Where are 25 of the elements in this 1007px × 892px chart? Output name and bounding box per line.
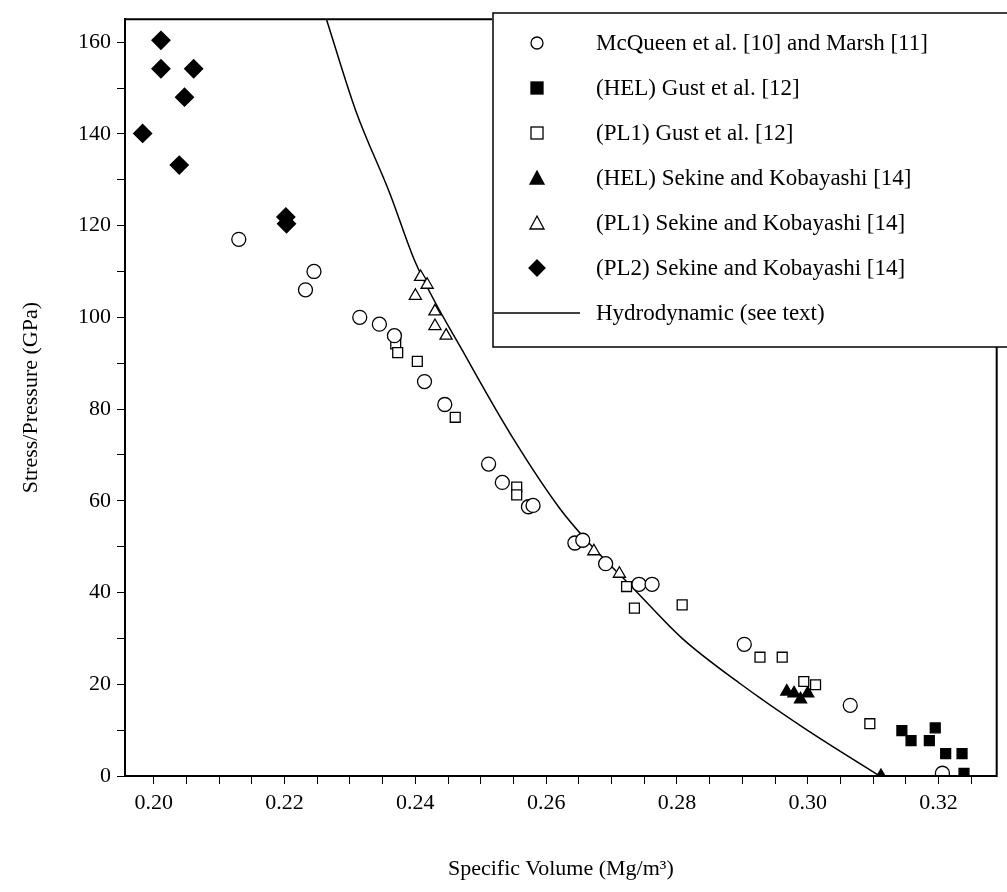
y-tick-label: 140 <box>78 119 111 145</box>
x-tick-label: 0.28 <box>657 788 697 814</box>
y-tick-label: 40 <box>89 578 111 604</box>
y-tick-label: 0 <box>100 761 111 787</box>
legend-label: (HEL) Gust et al. [12] <box>596 74 800 101</box>
x-tick-label: 0.32 <box>919 788 958 814</box>
x-tick-label: 0.30 <box>788 788 827 814</box>
legend-label: (PL1) Sekine and Kobayashi [14] <box>596 209 906 236</box>
y-tick-label: 100 <box>78 303 111 329</box>
y-tick-label: 60 <box>89 486 111 512</box>
y-tick-label: 120 <box>78 211 111 237</box>
legend-label: McQueen et al. [10] and Marsh [11] <box>596 29 928 56</box>
legend-label: (HEL) Sekine and Kobayashi [14] <box>596 164 912 191</box>
y-tick-label: 160 <box>78 27 111 53</box>
x-tick-label: 0.20 <box>134 788 174 814</box>
legend-label: (PL2) Sekine and Kobayashi [14] <box>596 254 906 281</box>
x-tick-label: 0.26 <box>526 788 566 814</box>
y-tick-label: 80 <box>89 394 111 420</box>
legend-label: (PL1) Gust et al. [12] <box>596 119 794 146</box>
legend-label: Hydrodynamic (see text) <box>596 299 825 326</box>
x-axis-title: Specific Volume (Mg/m³) <box>447 854 674 880</box>
y-axis-title: Stress/Pressure (GPa) <box>16 301 42 494</box>
y-tick-label: 20 <box>89 670 111 696</box>
x-tick-label: 0.24 <box>396 788 435 814</box>
x-tick-label: 0.22 <box>265 788 304 814</box>
